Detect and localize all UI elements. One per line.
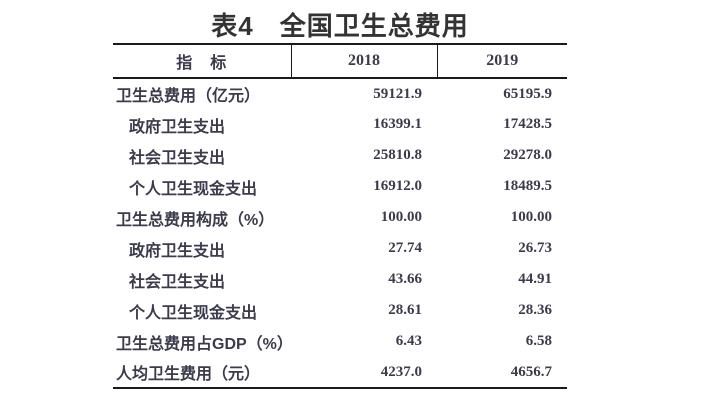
column-header-2018: 2018 [290,43,437,79]
value-2019: 65195.9 [503,85,552,102]
value-2019: 100.00 [510,209,552,225]
table-title-text: 全国卫生总费用 [279,11,469,41]
value-2019: 29278.0 [503,147,552,163]
value-2018: 100.00 [380,209,422,225]
table-number: 表4 [211,11,254,41]
value-2018: 6.43 [395,333,422,349]
value-2019: 18489.5 [503,178,552,194]
value-2019: 26.73 [518,240,552,256]
value-2018: 16399.1 [373,116,422,132]
table-row: 人均卫生费用（元） 4237.0 4656.7 [113,357,567,389]
table-row: 政府卫生支出 16399.1 17428.5 [113,109,567,140]
row-label: 社会卫生支出 [129,273,226,291]
value-2018: 16912.0 [373,178,422,194]
row-label: 人均卫生费用（元） [113,357,291,389]
row-label: 卫生总费用占GDP（%） [116,335,293,353]
row-label: 个人卫生现金支出 [129,304,258,322]
table-row: 卫生总费用构成（%） 100.00 100.00 [113,202,567,233]
row-label: 社会卫生支出 [129,149,226,167]
row-label: 卫生总费用（亿元） [116,88,261,105]
value-2018: 28.61 [388,302,422,318]
value-2018: 25810.8 [373,147,422,163]
table-row: 个人卫生现金支出 16912.0 18489.5 [113,171,567,202]
table-row: 社会卫生支出 43.66 44.91 [113,264,567,295]
value-2018: 27.74 [388,240,422,256]
table-row: 社会卫生支出 25810.8 29278.0 [113,140,567,171]
table-row: 卫生总费用（亿元） 59121.9 65195.9 [113,78,567,109]
value-2019: 44.91 [518,271,552,287]
value-2019: 6.58 [525,333,552,349]
header-row: 指 标 2018 2019 [113,43,567,79]
column-header-2019: 2019 [436,43,567,79]
row-label: 卫生总费用构成（%） [116,211,275,229]
row-label: 政府卫生支出 [129,118,226,136]
value-2018: 4237.0 [291,357,437,389]
value-2018: 43.66 [388,271,422,287]
row-label: 政府卫生支出 [129,242,226,260]
value-2019: 17428.5 [503,116,552,132]
value-2018: 59121.9 [373,85,422,102]
value-2019: 28.36 [518,302,552,318]
table-row: 政府卫生支出 27.74 26.73 [113,233,567,264]
row-label: 个人卫生现金支出 [129,180,258,198]
value-2019: 4656.7 [437,357,567,389]
table-title: 表4 全国卫生总费用 [113,6,567,43]
table-row: 个人卫生现金支出 28.61 28.36 [113,295,567,326]
health-expenditure-table: 指 标 2018 2019 卫生总费用（亿元） 59121.9 65195.9 政府卫… [113,43,567,389]
table-row: 卫生总费用占GDP（%） 6.43 6.58 [113,326,567,357]
column-header-indicator: 指 标 [113,43,291,79]
